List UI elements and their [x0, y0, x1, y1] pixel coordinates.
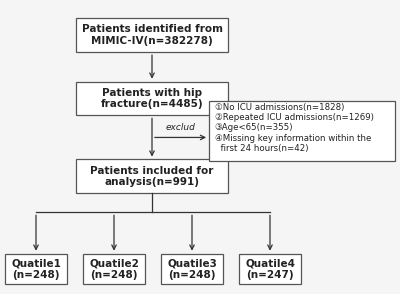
- Text: Quatile4
(n=247): Quatile4 (n=247): [245, 258, 295, 280]
- FancyBboxPatch shape: [239, 253, 301, 285]
- Text: Patients with hip
fracture(n=4485): Patients with hip fracture(n=4485): [101, 88, 203, 109]
- Text: ①No ICU admissions(n=1828)
②Repeated ICU admissions(n=1269)
③Age<65(n=355)
④Miss: ①No ICU admissions(n=1828) ②Repeated ICU…: [214, 103, 374, 153]
- Text: Quatile3
(n=248): Quatile3 (n=248): [167, 258, 217, 280]
- FancyBboxPatch shape: [5, 253, 67, 285]
- Text: Quatile2
(n=248): Quatile2 (n=248): [89, 258, 139, 280]
- FancyBboxPatch shape: [76, 18, 228, 52]
- FancyBboxPatch shape: [76, 159, 228, 193]
- Text: Patients identified from
MIMIC-IV(n=382278): Patients identified from MIMIC-IV(n=3822…: [82, 24, 222, 46]
- Text: Patients included for
analysis(n=991): Patients included for analysis(n=991): [90, 166, 214, 187]
- Text: Quatile1
(n=248): Quatile1 (n=248): [11, 258, 61, 280]
- FancyBboxPatch shape: [76, 81, 228, 115]
- FancyBboxPatch shape: [209, 101, 395, 161]
- FancyBboxPatch shape: [83, 253, 145, 285]
- FancyBboxPatch shape: [161, 253, 223, 285]
- Text: exclud: exclud: [166, 123, 196, 132]
